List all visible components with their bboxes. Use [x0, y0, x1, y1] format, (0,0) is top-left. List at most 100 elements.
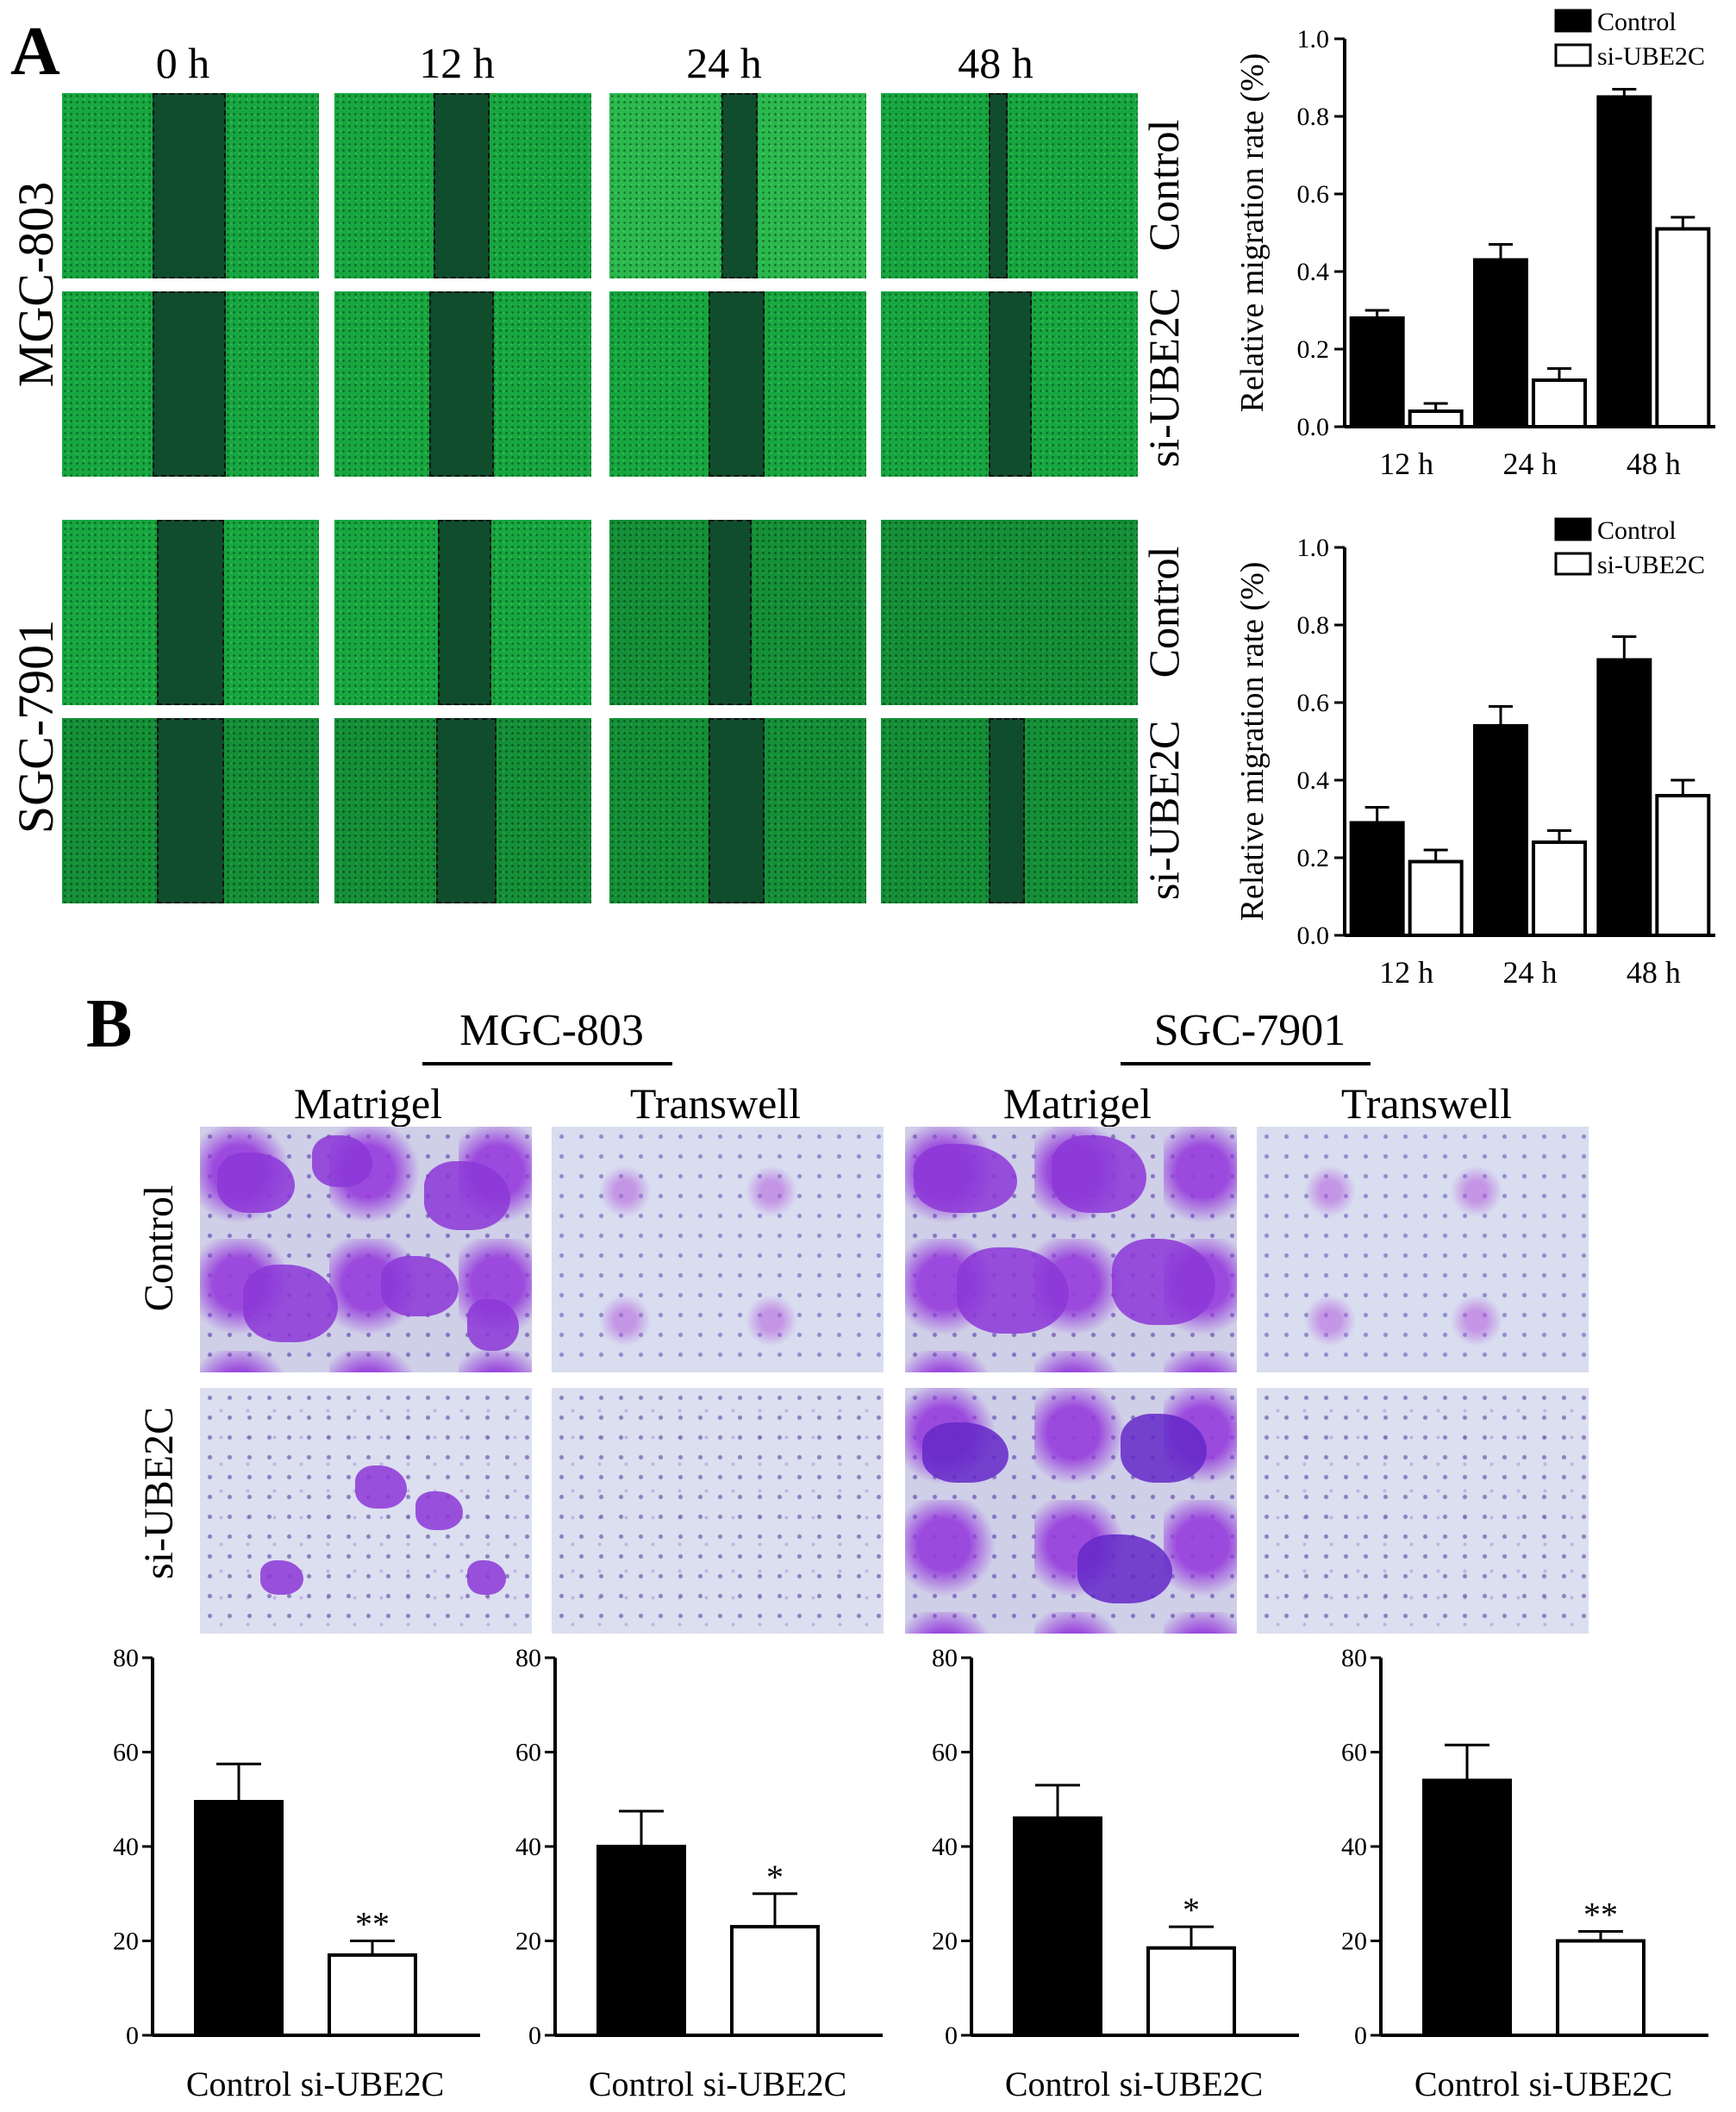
bar-control — [1349, 821, 1405, 937]
bar-si-ube2c — [730, 1925, 820, 2038]
y-tick-label: 80 — [932, 1644, 958, 1672]
row-label-mgc803-si: si-UBE2C — [1140, 287, 1188, 468]
row-label-b-si: si-UBE2C — [136, 1406, 182, 1580]
wound-image-sgc7901-si-48h — [881, 718, 1138, 903]
row-label-b-control: Control — [136, 1184, 182, 1312]
stain-image-sgc7901-transwell-si — [1257, 1388, 1589, 1634]
y-tick-label: 0 — [1354, 2021, 1367, 2050]
x-tick-label: 48 h — [1627, 955, 1681, 990]
x-tick-label: 24 h — [1503, 447, 1558, 481]
bar-control — [1013, 1816, 1102, 2037]
legend-swatch-si-ube2c — [1554, 552, 1592, 576]
wound-image-sgc7901-control-48h — [881, 520, 1138, 705]
stain-image-mgc803-matrigel-control — [200, 1127, 532, 1372]
y-tick-label: 80 — [515, 1644, 541, 1672]
migration-chart-mgc803: 0.0 0.2 0.4 0.6 0.8 1.0 Relative migration rat… — [1234, 8, 1715, 481]
bar-control — [596, 1845, 686, 2037]
wound-image-sgc7901-si-0h — [62, 718, 319, 903]
row-label-mgc803-control: Control — [1140, 119, 1188, 252]
bar-control — [1422, 1778, 1512, 2037]
stain-image-sgc7901-transwell-control — [1257, 1127, 1589, 1372]
y-tick-label: 1.0 — [1297, 534, 1330, 562]
y-tick-label: 60 — [113, 1739, 139, 1767]
y-tick-label: 0.8 — [1297, 611, 1330, 640]
significance-marker: * — [766, 1858, 784, 1896]
y-tick-label: 0.0 — [1297, 413, 1330, 441]
y-tick-label: 0.6 — [1297, 180, 1330, 209]
wound-image-mgc803-control-24h — [609, 93, 866, 278]
panel-a-letter: A — [10, 14, 60, 90]
bar-si-ube2c — [328, 1953, 417, 2037]
x-tick-label: si-UBE2C — [703, 2065, 847, 2103]
y-tick-label: 40 — [932, 1833, 958, 1861]
x-tick-label: 12 h — [1379, 955, 1433, 990]
x-tick-label: 24 h — [1503, 955, 1558, 990]
legend-swatch-control — [1554, 9, 1592, 33]
wound-image-mgc803-si-12h — [334, 291, 591, 477]
significance-marker: ** — [1583, 1896, 1618, 1934]
significance-marker: * — [1183, 1890, 1200, 1929]
legend-swatch-si-ube2c — [1554, 43, 1592, 67]
wound-image-sgc7901-control-12h — [334, 520, 591, 705]
bar-control — [194, 1799, 284, 2038]
migration-chart-sgc7901-transwell: 0 20 40 60 80 Control ** si-UBE2C — [1341, 1644, 1708, 2103]
assay-title-4: Transwell — [1340, 1079, 1513, 1128]
wound-image-sgc7901-control-0h — [62, 520, 319, 705]
bar-control — [1473, 258, 1528, 428]
bar-control — [1349, 316, 1405, 428]
y-tick-label: 20 — [932, 1928, 958, 1956]
assay-title-2: Transwell — [629, 1079, 802, 1128]
x-tick-label: si-UBE2C — [301, 2065, 445, 2103]
y-tick-label: 60 — [1341, 1739, 1367, 1767]
y-tick-label: 1.0 — [1297, 25, 1330, 53]
x-tick-label: Control — [589, 2065, 694, 2103]
y-tick-label: 60 — [932, 1739, 958, 1767]
y-tick-label: 0.4 — [1297, 258, 1330, 286]
bar-si-ube2c — [1146, 1946, 1236, 2037]
y-tick-label: 20 — [515, 1928, 541, 1956]
y-tick-label: 40 — [1341, 1833, 1367, 1861]
group-underline-sgc7901 — [1121, 1062, 1371, 1065]
invasion-chart-mgc803-matrigel: 0 20 40 60 80 Control ** si-UBE2C — [113, 1644, 480, 2103]
y-axis-label: Relative migration rate (%) — [1234, 53, 1271, 413]
row-label-sgc7901-control: Control — [1140, 546, 1188, 678]
legend-label: si-UBE2C — [1597, 42, 1705, 71]
x-tick-label: 12 h — [1379, 447, 1433, 481]
wound-image-mgc803-control-0h — [62, 93, 319, 278]
y-tick-label: 40 — [515, 1833, 541, 1861]
bar-si-ube2c — [1655, 227, 1711, 428]
y-tick-label: 60 — [515, 1739, 541, 1767]
legend-label: Control — [1597, 516, 1677, 545]
panel-b-letter: B — [86, 986, 133, 1062]
cell-line-label-sgc7901: SGC-7901 — [8, 619, 64, 834]
bar-si-ube2c — [1556, 1939, 1645, 2037]
stain-image-sgc7901-matrigel-si — [905, 1388, 1237, 1634]
y-tick-label: 80 — [1341, 1644, 1367, 1672]
x-tick-label: si-UBE2C — [1529, 2065, 1673, 2103]
significance-marker: ** — [355, 1905, 390, 1944]
y-tick-label: 0.4 — [1297, 766, 1330, 795]
wound-image-sgc7901-si-12h — [334, 718, 591, 903]
x-tick-label: Control — [1005, 2065, 1110, 2103]
wound-image-mgc803-si-24h — [609, 291, 866, 477]
wound-image-sgc7901-si-24h — [609, 718, 866, 903]
bar-si-ube2c — [1532, 378, 1587, 428]
cell-line-label-mgc803: MGC-803 — [8, 181, 64, 388]
group-title-mgc803: MGC-803 — [459, 1006, 644, 1055]
wound-image-sgc7901-control-24h — [609, 520, 866, 705]
bar-si-ube2c — [1408, 409, 1464, 428]
legend-label: Control — [1597, 8, 1677, 36]
time-label-12h: 12 h — [419, 39, 495, 87]
y-tick-label: 0.8 — [1297, 103, 1330, 131]
stain-image-mgc803-matrigel-si — [200, 1388, 532, 1634]
migration-chart-sgc7901: 0.0 0.2 0.4 0.6 0.8 1.0 Relative migration rat… — [1234, 516, 1715, 990]
stain-image-sgc7901-matrigel-control — [905, 1127, 1237, 1372]
row-label-sgc7901-si: si-UBE2C — [1140, 720, 1188, 901]
stain-image-mgc803-transwell-si — [552, 1388, 884, 1634]
group-underline-mgc803 — [422, 1062, 672, 1065]
bar-si-ube2c — [1532, 840, 1587, 937]
wound-image-mgc803-control-48h — [881, 93, 1138, 278]
y-tick-label: 0 — [528, 2021, 541, 2050]
y-axis-label: Relative migration rate (%) — [1234, 562, 1271, 922]
bar-control — [1473, 724, 1528, 937]
